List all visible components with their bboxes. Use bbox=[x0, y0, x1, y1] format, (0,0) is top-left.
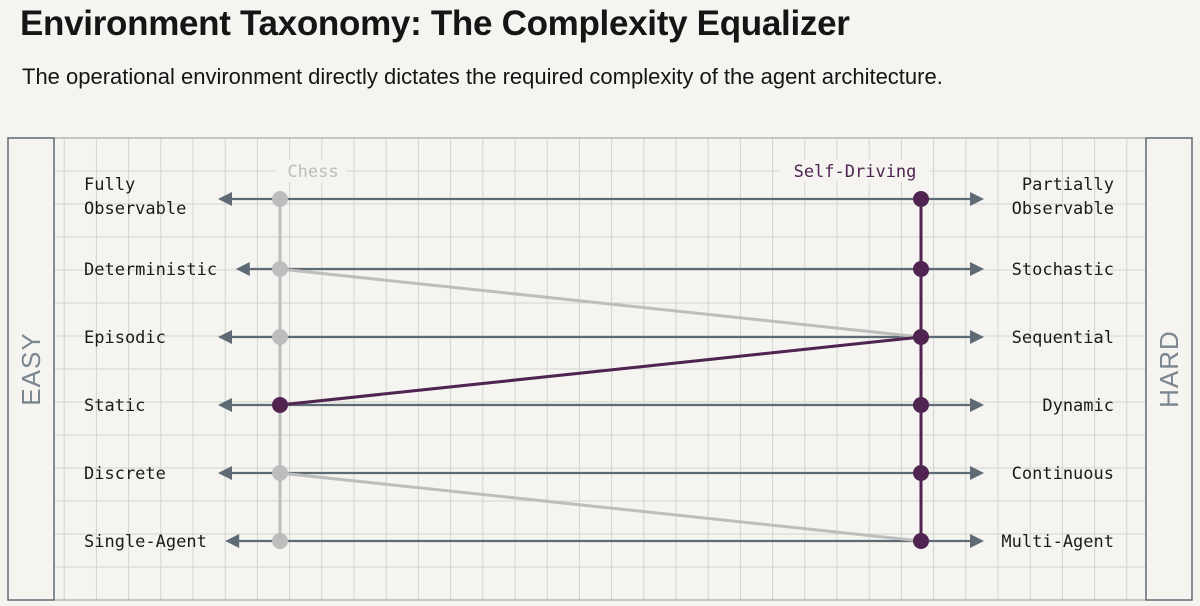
self-driving-point bbox=[913, 397, 929, 413]
hard-label-line: Continuous bbox=[1012, 464, 1114, 484]
easy-label-line: Discrete bbox=[84, 464, 166, 484]
series-titles: Chess Self-Driving bbox=[276, 160, 930, 182]
hard-label-line: Partially bbox=[1022, 175, 1114, 195]
self-driving-point bbox=[913, 191, 929, 207]
easy-label-line: Single-Agent bbox=[84, 532, 207, 552]
series-paths bbox=[272, 191, 929, 549]
hard-label-line: Multi-Agent bbox=[1001, 532, 1114, 552]
hard-dimension-label: Continuous bbox=[1012, 464, 1114, 484]
chess-point bbox=[272, 261, 288, 277]
easy-label-line: Deterministic bbox=[84, 260, 217, 280]
arrow-right-icon bbox=[970, 192, 984, 206]
easy-dimension-label: Static bbox=[84, 396, 145, 416]
hard-label-line: Sequential bbox=[1012, 328, 1114, 348]
easy-label-line: Static bbox=[84, 396, 145, 416]
easy-dimension-label: Single-Agent bbox=[84, 532, 207, 552]
self-driving-point bbox=[913, 261, 929, 277]
arrow-right-icon bbox=[970, 262, 984, 276]
arrow-right-icon bbox=[970, 330, 984, 344]
self-driving-point bbox=[913, 329, 929, 345]
hard-panel bbox=[1145, 137, 1193, 601]
arrow-left-icon bbox=[225, 534, 240, 548]
easy-dimension-label: Fully Observable bbox=[84, 175, 186, 219]
page-subtitle: The operational environment directly dic… bbox=[22, 64, 943, 89]
hard-label-line: Dynamic bbox=[1042, 396, 1114, 416]
arrow-left-icon bbox=[235, 262, 250, 276]
easy-dimension-label: Discrete bbox=[84, 464, 166, 484]
self-driving-point bbox=[913, 533, 929, 549]
side-panels: EASY HARD bbox=[7, 137, 1193, 601]
arrow-left-icon bbox=[218, 398, 232, 412]
self-driving-point bbox=[913, 465, 929, 481]
easy-dimension-label: Episodic bbox=[84, 328, 166, 348]
background-grid bbox=[8, 137, 1192, 601]
easy-panel bbox=[7, 137, 55, 601]
hard-label-line: Stochastic bbox=[1012, 260, 1114, 280]
arrow-left-icon bbox=[218, 192, 232, 206]
chess-point bbox=[272, 397, 288, 413]
arrow-right-icon bbox=[970, 398, 984, 412]
dimension-axes bbox=[218, 192, 984, 548]
arrow-right-icon bbox=[970, 466, 984, 480]
arrow-left-icon bbox=[218, 330, 232, 344]
hard-label-line: Observable bbox=[1012, 199, 1114, 219]
hard-dimension-label: Sequential bbox=[1012, 328, 1114, 348]
arrow-left-icon bbox=[218, 466, 232, 480]
chess-point bbox=[272, 329, 288, 345]
arrow-right-icon bbox=[970, 534, 984, 548]
chess-series-label: Chess bbox=[287, 162, 338, 182]
easy-dimension-label: Deterministic bbox=[84, 260, 217, 280]
self-driving-series-label: Self-Driving bbox=[794, 162, 917, 182]
easy-label: EASY bbox=[16, 332, 46, 405]
dimension-labels: Fully Observable Partially Observable Determ… bbox=[84, 175, 1114, 552]
hard-dimension-label: Dynamic bbox=[1042, 396, 1114, 416]
easy-label-line: Fully bbox=[84, 175, 135, 195]
hard-dimension-label: Multi-Agent bbox=[1001, 532, 1114, 552]
hard-dimension-label: Partially Observable bbox=[1012, 175, 1114, 219]
chess-point bbox=[272, 465, 288, 481]
hard-dimension-label: Stochastic bbox=[1012, 260, 1114, 280]
hard-label: HARD bbox=[1154, 330, 1184, 408]
easy-label-line: Observable bbox=[84, 199, 186, 219]
easy-label-line: Episodic bbox=[84, 328, 166, 348]
chess-point bbox=[272, 191, 288, 207]
chess-point bbox=[272, 533, 288, 549]
page-title: Environment Taxonomy: The Complexity Equ… bbox=[20, 4, 850, 43]
highlight-segment bbox=[279, 335, 922, 407]
